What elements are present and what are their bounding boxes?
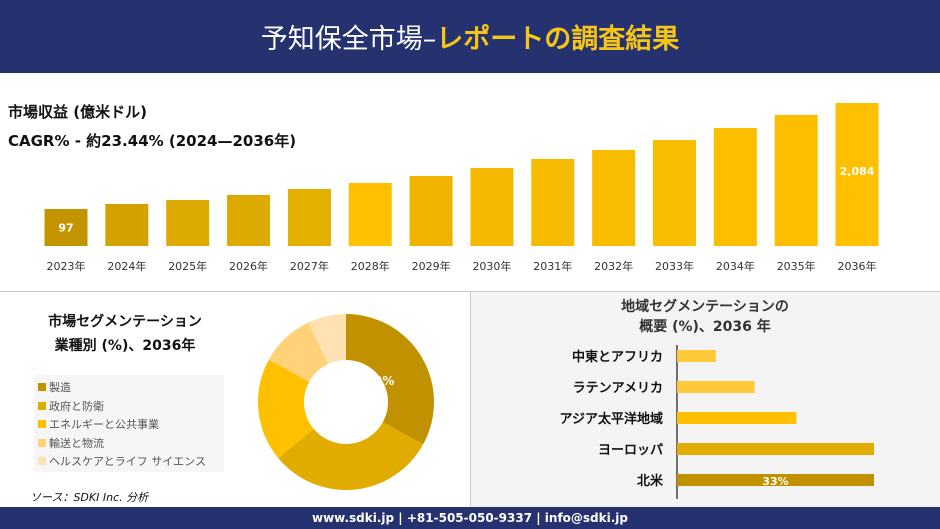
industry-donut-chart: 33% [258,314,434,490]
region-title-line1: 地域セグメンテーションの [621,299,789,315]
revenue-bar [105,203,149,246]
industry-segment-title: 市場セグメンテーション 業種別 (%)、2036年 [20,310,230,358]
donut-slice [278,422,424,490]
year-tick-label: 2032年 [594,259,633,273]
revenue-bar [470,167,514,246]
legend-item: ヘルスケアとライフ サイエンス [38,452,220,471]
year-tick-label: 2027年 [290,259,329,273]
region-bar [677,412,797,424]
year-tick-label: 2036年 [838,259,877,273]
bar-value-label: 97 [58,222,73,235]
legend-swatch [38,383,46,392]
region-bar [677,443,874,455]
year-tick-label: 2030年 [472,259,511,273]
region-bar [677,474,874,486]
title-main: 予知保全市場– [260,24,437,55]
region-title-line2: 概要 (%)、2036 年 [639,319,771,335]
year-tick-label: 2023年 [47,259,86,273]
donut-slice [308,314,346,364]
legend-swatch [38,401,46,410]
year-tick-label: 2031年 [533,259,572,273]
revenue-bar [348,182,392,246]
region-bar [677,350,716,362]
revenue-chart-title: 市場収益 (億米ドル) [8,103,147,121]
legend-label: エネルギーと公共事業 [49,418,159,432]
source-note: ソース：SDKI Inc. 分析 [30,491,149,504]
legend-label: ヘルスケアとライフ サイエンス [49,455,206,469]
region-label: アジア太平洋地域 [560,411,663,427]
revenue-bar [166,199,210,246]
industry-title-line2: 業種別 (%)、2036年 [54,338,196,354]
year-tick-label: 2028年 [351,259,390,273]
legend-label: 輸送と物流 [49,436,104,450]
section-divider [0,291,940,292]
legend-label: 政府と防衛 [49,399,104,413]
revenue-bar [653,139,696,246]
bar-value-label: 2,084 [840,165,875,178]
region-segment-title: 地域セグメンテーションの 概要 (%)、2036 年 [470,297,940,337]
slice-value-label: 33% [366,374,395,388]
title-highlight: レポートの調査結果 [436,24,680,55]
region-label: 北米 [637,473,664,489]
year-tick-label: 2034年 [716,259,755,273]
revenue-bar [835,103,879,246]
legend-swatch [38,420,46,429]
region-bar [677,381,755,393]
footer-contact: www.sdki.jp | +81-505-050-9337 | info@sd… [0,507,940,529]
region-label: ヨーロッパ [598,443,663,458]
revenue-bar [592,149,636,246]
year-tick-label: 2024年 [107,259,146,273]
legend-swatch [38,457,46,466]
year-tick-label: 2025年 [168,259,207,273]
donut-slice [346,314,434,445]
legend-label: 製造 [49,381,71,395]
industry-legend: 製造政府と防衛エネルギーと公共事業 輸送と物流ヘルスケアとライフ サイエンス [34,375,224,472]
legend-item: エネルギーと公共事業 [38,415,220,434]
revenue-bar [287,188,331,246]
revenue-bar [531,158,575,246]
legend-swatch [38,438,46,447]
legend-item: 政府と防衛 [38,397,220,416]
revenue-bar [227,194,271,246]
year-tick-label: 2035年 [777,259,816,273]
header-banner: 予知保全市場– レポートの調査結果 [0,0,940,73]
revenue-bar-chart: 2023年 97 2024年 2025年 2026年 2027年 2028年 2029年 203… [44,103,879,273]
industry-title-line1: 市場セグメンテーション [48,314,202,330]
revenue-bar [409,175,453,246]
revenue-bar [44,209,88,246]
region-label: 中東とアフリカ [572,349,663,365]
region-panel [470,292,940,507]
region-label: ラテンアメリカ [573,381,663,396]
donut-slice [268,322,329,382]
year-tick-label: 2026年 [229,259,268,273]
revenue-bar [774,114,818,246]
year-tick-label: 2029年 [412,259,451,273]
donut-slice [258,359,314,459]
year-tick-label: 2033年 [655,259,694,273]
region-value-label: 33% [762,475,788,488]
legend-item: 輸送と物流 [38,434,220,453]
revenue-bar [713,128,757,246]
legend-item: 製造 [38,378,220,397]
cagr-subtitle: CAGR% - 約23.44% (2024—2036年) [8,132,297,150]
